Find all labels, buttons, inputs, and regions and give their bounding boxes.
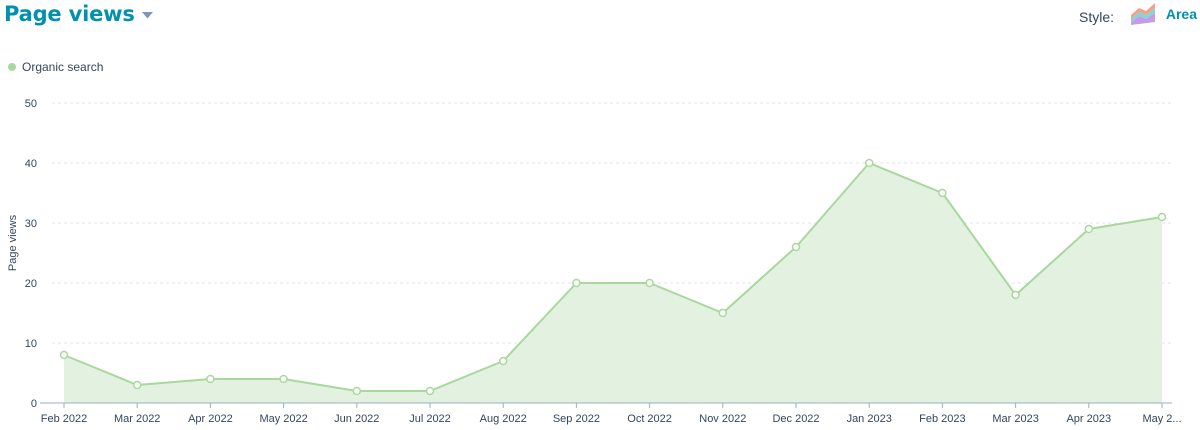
legend-marker: [8, 63, 16, 71]
data-point[interactable]: [1157, 212, 1167, 222]
report-title-dropdown[interactable]: Page views: [4, 2, 153, 26]
data-point[interactable]: [425, 386, 435, 396]
x-tick-label: May 2022: [259, 413, 307, 425]
x-tick-label: Jan 2023: [847, 413, 892, 425]
data-point[interactable]: [1011, 290, 1020, 300]
x-tick-label: May 2...: [1142, 413, 1181, 425]
x-tick-label: Mar 2023: [992, 413, 1038, 425]
data-point[interactable]: [645, 278, 654, 288]
legend-label-organic-search: Organic search: [22, 60, 104, 74]
x-tick-label: Jul 2022: [409, 413, 451, 425]
caret-down-icon: [141, 11, 153, 18]
data-point[interactable]: [572, 278, 581, 288]
style-label: Style:: [1078, 9, 1114, 25]
x-tick-label: Mar 2022: [114, 413, 160, 425]
chart-style-selector[interactable]: Area: [1129, 2, 1197, 26]
data-point[interactable]: [206, 374, 215, 384]
chart-style-value: Area: [1165, 6, 1197, 22]
x-tick-label: Jun 2022: [334, 413, 379, 425]
x-tick-label: Feb 2023: [919, 413, 965, 425]
chart-legend[interactable]: Organic search: [8, 60, 103, 74]
page-title: Page views: [4, 2, 135, 26]
x-tick-label: Apr 2023: [1066, 413, 1111, 425]
y-tick-label: 0: [31, 398, 37, 410]
y-tick-label: 10: [25, 338, 37, 350]
y-tick-label: 20: [25, 278, 37, 290]
data-point[interactable]: [498, 356, 508, 366]
data-point[interactable]: [791, 242, 801, 252]
data-point[interactable]: [718, 308, 728, 318]
area-chart-style-icon: [1130, 3, 1155, 25]
data-point[interactable]: [1084, 224, 1094, 234]
x-tick-label: Aug 2022: [480, 413, 527, 425]
y-tick-label: 50: [25, 98, 37, 110]
y-axis-label: Page views: [7, 214, 19, 271]
data-point[interactable]: [864, 158, 874, 168]
y-tick-label: 30: [25, 218, 37, 230]
x-tick-label: Dec 2022: [772, 413, 819, 425]
data-point[interactable]: [59, 350, 69, 360]
data-point[interactable]: [352, 386, 362, 396]
series-line-organic-search: [63, 162, 1163, 392]
x-tick-label: Feb 2022: [41, 413, 87, 425]
data-point[interactable]: [279, 374, 288, 384]
x-tick-label: Sep 2022: [553, 413, 600, 425]
x-tick-label: Nov 2022: [699, 413, 746, 425]
chart-header: Page views Style: Area: [0, 0, 1200, 36]
data-point[interactable]: [132, 380, 142, 390]
x-tick-label: Apr 2022: [188, 413, 233, 425]
y-tick-label: 40: [25, 158, 37, 170]
data-point[interactable]: [938, 188, 947, 198]
x-tick-label: Oct 2022: [627, 413, 672, 425]
